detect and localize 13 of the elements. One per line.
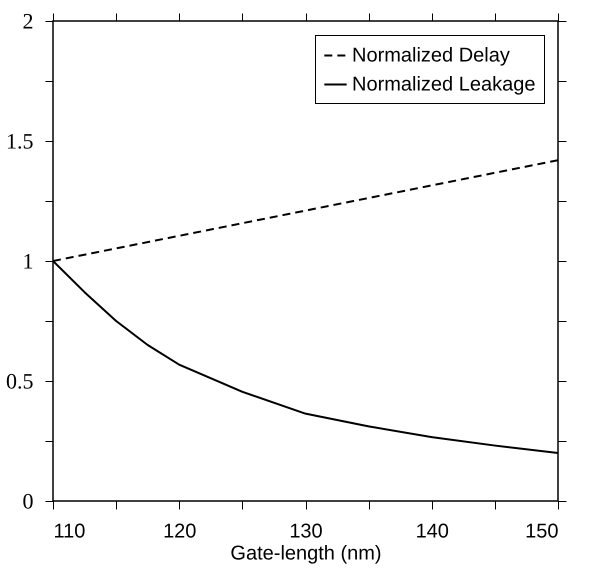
x-tick-label: 110 (54, 520, 86, 542)
y-tick-label: 2 (22, 8, 34, 34)
x-tick-label: 140 (416, 520, 449, 542)
x-tick-label: 150 (525, 520, 558, 542)
y-tick-label: 0.5 (6, 368, 34, 394)
x-tick-label: 130 (289, 520, 323, 542)
y-tick-label: 1 (22, 248, 34, 274)
x-tick-label: 120 (163, 520, 196, 542)
x-axis-title: Gate-length (nm) (230, 542, 382, 564)
y-tick-label: 1.5 (6, 128, 34, 154)
legend-label: Normalized Delay (352, 44, 510, 66)
y-tick-label: 0 (22, 488, 34, 514)
legend-label: Normalized Leakage (352, 74, 536, 96)
